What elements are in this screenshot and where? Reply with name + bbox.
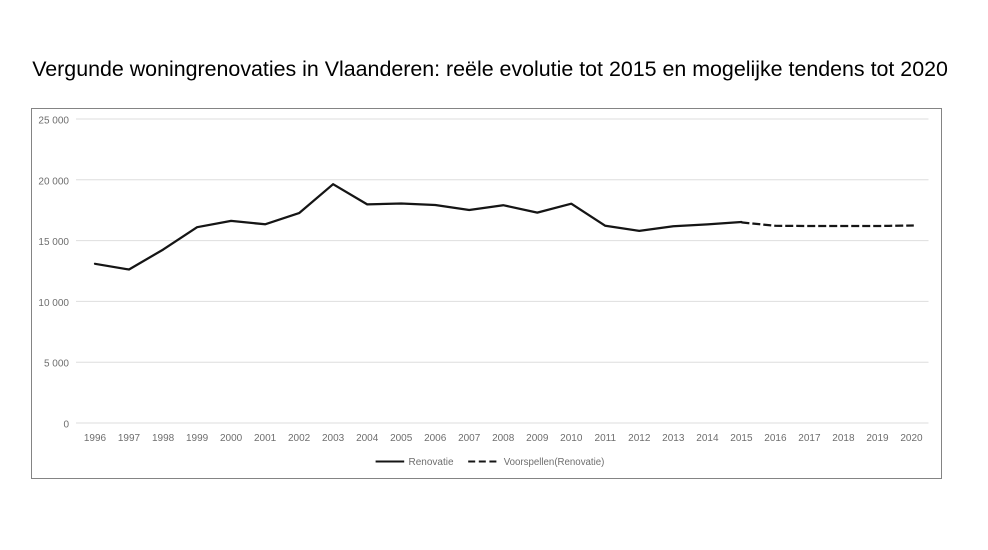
svg-text:2008: 2008 [492, 433, 515, 444]
svg-text:2010: 2010 [560, 433, 583, 444]
svg-text:2001: 2001 [254, 433, 277, 444]
svg-text:Vergunde woningrenovaties in V: Vergunde woningrenovaties in Vlaanderen:… [32, 57, 948, 81]
svg-text:15 000: 15 000 [38, 237, 69, 248]
svg-text:2014: 2014 [696, 433, 719, 444]
svg-text:1999: 1999 [186, 433, 209, 444]
svg-text:2016: 2016 [764, 433, 787, 444]
svg-text:2009: 2009 [526, 433, 549, 444]
svg-text:2007: 2007 [458, 433, 481, 444]
svg-text:1997: 1997 [118, 433, 141, 444]
svg-text:2013: 2013 [662, 433, 685, 444]
svg-text:2011: 2011 [595, 433, 617, 444]
svg-text:2002: 2002 [288, 433, 311, 444]
svg-text:0: 0 [63, 420, 69, 431]
svg-text:2018: 2018 [832, 433, 855, 444]
svg-text:2003: 2003 [322, 433, 345, 444]
svg-text:2004: 2004 [356, 433, 379, 444]
svg-text:1996: 1996 [84, 433, 107, 444]
svg-text:5 000: 5 000 [44, 359, 69, 370]
svg-text:10 000: 10 000 [38, 298, 69, 309]
svg-text:Voorspellen(Renovatie): Voorspellen(Renovatie) [504, 457, 605, 468]
svg-text:2006: 2006 [424, 433, 447, 444]
svg-text:Renovatie: Renovatie [409, 457, 454, 468]
svg-text:2019: 2019 [866, 433, 889, 444]
svg-text:2012: 2012 [628, 433, 651, 444]
svg-text:2000: 2000 [220, 433, 243, 444]
svg-text:25 000: 25 000 [38, 116, 69, 127]
svg-text:2020: 2020 [900, 433, 923, 444]
svg-text:2017: 2017 [798, 433, 821, 444]
svg-text:20 000: 20 000 [38, 176, 69, 187]
svg-text:2005: 2005 [390, 433, 413, 444]
svg-text:1998: 1998 [152, 433, 175, 444]
svg-text:2015: 2015 [730, 433, 753, 444]
